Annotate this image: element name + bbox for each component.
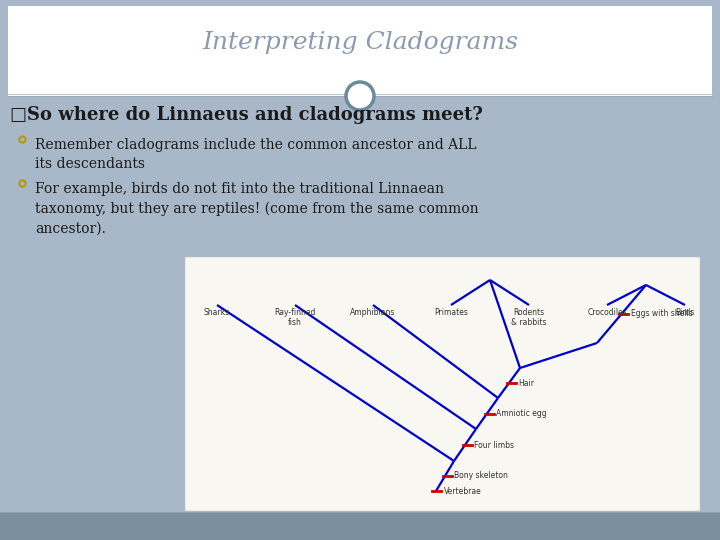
FancyBboxPatch shape bbox=[8, 6, 712, 96]
Text: Crocodiles: Crocodiles bbox=[587, 308, 627, 317]
Text: Ray-finned
fish: Ray-finned fish bbox=[274, 308, 315, 327]
Text: For example, birds do not fit into the traditional Linnaean
taxonomy, but they a: For example, birds do not fit into the t… bbox=[35, 182, 479, 235]
FancyBboxPatch shape bbox=[185, 257, 700, 511]
Text: Four limbs: Four limbs bbox=[474, 441, 515, 449]
FancyBboxPatch shape bbox=[0, 512, 720, 540]
Text: Birds: Birds bbox=[675, 308, 695, 317]
Text: Amniotic egg: Amniotic egg bbox=[497, 409, 547, 418]
Text: Hair: Hair bbox=[518, 379, 534, 388]
Circle shape bbox=[346, 82, 374, 110]
Text: Primates: Primates bbox=[434, 308, 468, 317]
Text: □So where do Linnaeus and cladograms meet?: □So where do Linnaeus and cladograms mee… bbox=[10, 106, 482, 124]
Text: Amphibians: Amphibians bbox=[351, 308, 396, 317]
Text: Interpreting Cladograms: Interpreting Cladograms bbox=[202, 30, 518, 53]
Text: Eggs with shells: Eggs with shells bbox=[631, 309, 693, 319]
Text: Remember cladograms include the common ancestor and ALL
its descendants: Remember cladograms include the common a… bbox=[35, 138, 477, 172]
Text: Sharks: Sharks bbox=[204, 308, 230, 317]
Text: Bony skeleton: Bony skeleton bbox=[454, 471, 508, 481]
Text: Rodents
& rabbits: Rodents & rabbits bbox=[511, 308, 546, 327]
Text: Vertebrae: Vertebrae bbox=[444, 487, 481, 496]
